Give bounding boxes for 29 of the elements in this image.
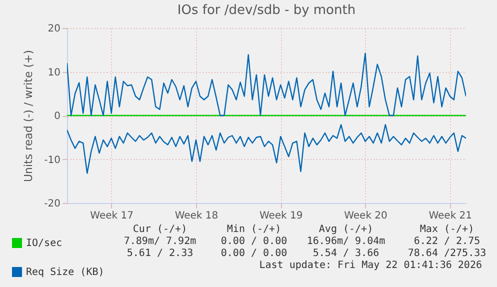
text: Cur (-/+) [132, 224, 188, 235]
y-tick-label: 20 [48, 24, 60, 34]
text: Min (-/+) [226, 224, 282, 235]
chart-title: IOs for /dev/sdb - by month [177, 3, 356, 18]
y-tick-label: -10 [44, 154, 60, 166]
line-series [67, 124, 466, 174]
legend-label: Req Size (KB) [26, 267, 104, 278]
text: Avg (-/+) [318, 224, 374, 235]
legend-label: IO/sec [26, 238, 62, 249]
y-tick-label: -20 [44, 198, 60, 210]
x-tick-label: Week 21 [428, 210, 472, 222]
y-axis-title: Units read (-) / write (+) [22, 50, 36, 182]
x-tick-label: Week 17 [90, 210, 134, 222]
text: 5.61 / 2.33 [126, 248, 194, 259]
text: 16.96m/ 9.04m [306, 236, 386, 247]
text: Max (-/+) [420, 224, 474, 235]
y-tick-label: 10 [48, 67, 60, 78]
text: 0.00 / 0.00 [220, 236, 288, 247]
line-series [67, 52, 466, 116]
x-tick-label: Week 19 [259, 210, 303, 222]
text: 78.64 /275.33 [408, 248, 486, 259]
y-tick-label: 0 [54, 111, 60, 122]
text: 5.54 / 3.66 [312, 248, 380, 259]
text: 7.89m/ 7.92m [124, 236, 196, 247]
text: 0.00 / 0.00 [220, 248, 288, 259]
text: 6.22 / 2.75 [414, 236, 480, 247]
x-tick-label: Week 18 [174, 210, 218, 222]
text: Last update: Fri May 22 01:41:36 2026 [259, 260, 482, 271]
x-tick-label: Week 20 [344, 210, 388, 222]
